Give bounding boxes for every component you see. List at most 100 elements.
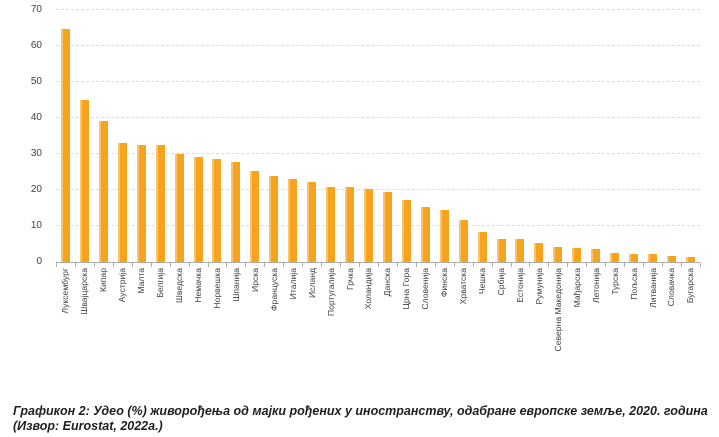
axis-tick [512,263,531,267]
x-label-slot: Француска [264,268,283,386]
x-tick-label: Грчка [344,268,355,290]
axis-tick [227,263,247,267]
bar [496,238,506,262]
bar-slot [94,120,113,262]
bar [79,100,89,262]
bar [231,161,241,262]
bar-slot [492,238,511,262]
x-label-slot: Румунија [529,268,548,386]
y-tick-label: 60 [30,40,42,51]
gridline [56,9,700,10]
axis-tick [606,263,626,267]
gridline [56,153,700,154]
bar [98,120,108,262]
x-axis-ticks [56,263,701,267]
x-label-slot: Шпанија [226,268,245,386]
axis-tick [663,263,682,267]
axis-tick [682,263,701,267]
axis-tick [76,263,95,267]
bar [420,207,430,262]
x-tick-label: Исланд [306,268,317,299]
x-tick-label: Турска [609,268,620,295]
gridline [56,225,700,226]
bar-slot [473,232,492,262]
x-label-slot: Пољска [624,268,643,386]
axis-tick [417,263,436,267]
x-tick-label: Аустрија [117,268,128,303]
bar-slot [56,29,75,262]
x-label-slot: Швајцарска [75,268,94,386]
bar [136,145,146,262]
x-label-slot: Шведска [170,268,189,386]
bar [382,192,392,262]
x-label-slot: Немачка [189,268,208,386]
bar [345,187,355,262]
gridline [56,117,700,118]
axis-tick [209,263,228,267]
x-tick-label: Португалија [325,268,336,317]
x-label-slot: Кипар [94,268,113,386]
bar-slot [189,156,208,262]
bars-row [56,10,700,262]
bar-slot [170,154,189,262]
bar-slot [340,187,359,262]
x-tick-label: Шведска [174,268,185,303]
x-label-slot: Данска [378,268,397,386]
x-tick-label: Данска [382,268,393,297]
axis-tick [379,263,398,267]
axis-tick [568,263,588,267]
bar-slot [283,179,302,262]
bar-slot [624,253,643,262]
bar [553,247,563,262]
bar [326,187,336,262]
bar-slot [397,200,416,262]
bar [401,200,411,262]
bar-slot [378,192,397,262]
y-tick-label: 20 [30,184,42,195]
bar-slot [567,247,586,262]
bar [458,219,468,262]
x-tick-label: Италија [287,268,298,300]
x-tick-label: Швајцарска [79,268,90,315]
axis-tick [644,263,663,267]
x-tick-label: Румунија [533,268,544,305]
x-tick-label: Чешка [477,268,488,295]
bar [629,253,639,262]
x-tick-label: Норвешка [211,268,222,309]
axis-tick [190,263,209,267]
x-label-slot: Србија [492,268,511,386]
x-label-slot: Чешка [473,268,492,386]
axis-tick [436,263,455,267]
axis-tick [587,263,607,267]
bar-slot [605,253,624,262]
x-label-slot: Холандија [359,268,378,386]
bar [117,142,127,262]
x-tick-label: Словенија [420,268,431,310]
axis-tick [152,263,171,267]
x-label-slot: Грчка [340,268,359,386]
bar [363,189,373,262]
caption-line-2: (Извор: Eurostat, 2022а.) [13,419,163,433]
x-label-slot: Португалија [321,268,340,386]
bar [439,209,449,262]
axis-tick [530,263,550,267]
axis-tick [114,263,133,267]
axis-tick [549,263,569,267]
x-tick-label: Хрватска [458,268,469,305]
x-label-slot: Норвешка [208,268,227,386]
x-label-slot: Малта [132,268,151,386]
x-tick-label: Кипар [98,268,109,293]
y-tick-label: 0 [36,256,42,267]
bar-slot [416,207,435,262]
x-label-slot: Аустрија [113,268,132,386]
x-tick-label: Финска [439,268,450,298]
bar-slot [132,145,151,262]
bar-slot [454,219,473,262]
x-label-slot: Летонија [586,268,605,386]
x-axis-labels: Луксембург Швајцарска Кипар Аустрија Малта Бе… [56,268,700,386]
x-tick-label: Шпанија [230,268,241,302]
bar-slot [264,175,283,262]
x-tick-label: Летонија [590,268,601,303]
x-label-slot: Естонија [511,268,530,386]
